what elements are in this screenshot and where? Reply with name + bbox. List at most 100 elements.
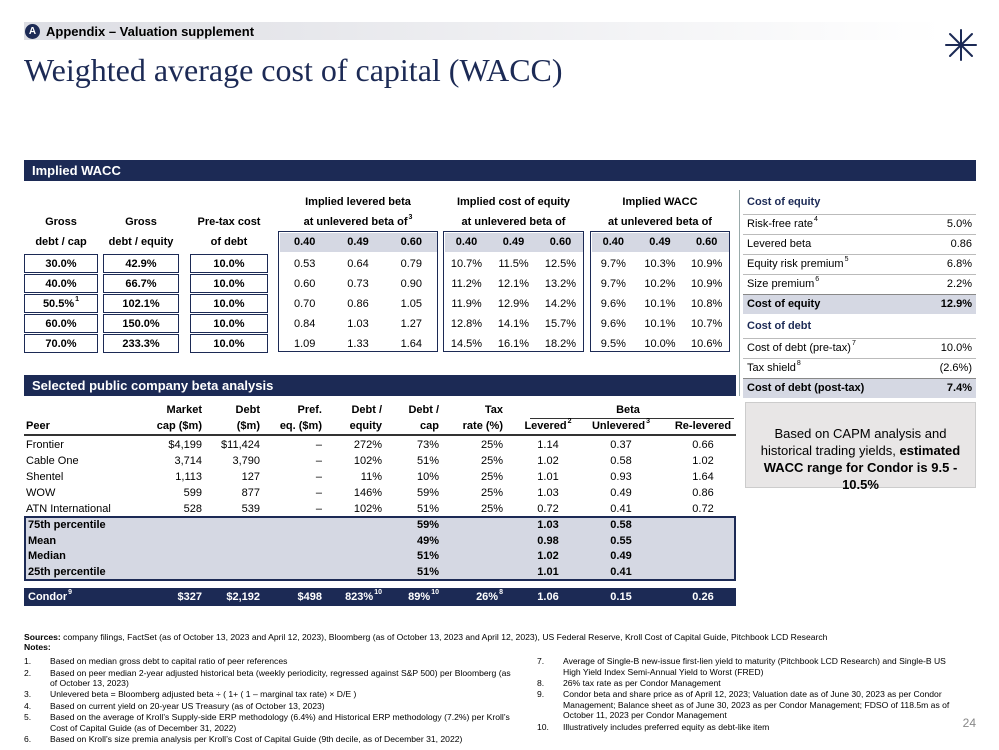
condor-cell: 1.06	[537, 591, 559, 603]
column-header: Peer	[26, 420, 50, 432]
stat-value: 0.41	[610, 565, 632, 578]
note-text: Unlevered beta = Bloomberg adjusted beta…	[50, 689, 357, 699]
note-number: 10.	[537, 721, 549, 732]
row-box	[24, 314, 98, 333]
row-rule	[743, 358, 976, 359]
table-cell: 66.7%	[125, 277, 157, 290]
condor-cell: 89%10	[384, 589, 439, 605]
condor-cell: 823%10	[322, 589, 382, 605]
row-box	[190, 254, 268, 273]
note-text: Based on Kroll’s size premia analysis pe…	[50, 733, 463, 744]
footnote-ref: 7	[851, 340, 856, 347]
column-header: Debt	[235, 404, 260, 416]
note-number: 2.	[24, 667, 32, 678]
beta-header: 0.49	[347, 236, 369, 248]
total-shade	[743, 378, 976, 398]
wacc-bar: Implied WACC	[24, 160, 976, 181]
row-box	[24, 334, 98, 353]
table-cell: 0.49	[610, 487, 632, 499]
column-header: Pre-tax cost	[197, 216, 261, 228]
sources: Sources: company filings, FactSet (as of…	[24, 632, 976, 643]
table-cell: 127	[241, 471, 260, 483]
stat-label: Median	[28, 550, 66, 562]
table-cell: 877	[241, 487, 260, 499]
table-cell: 0.72	[537, 503, 559, 515]
column-header: cap	[420, 420, 439, 432]
table-cell: 1.03	[347, 317, 369, 330]
table-cell: 10.2%	[644, 277, 676, 290]
note-number: 4.	[24, 700, 32, 711]
table-cell: 528	[183, 503, 202, 515]
row-box	[190, 294, 268, 313]
stat-value: 51%	[416, 550, 439, 562]
group-header: at unlevered beta of	[608, 216, 712, 228]
table-cell: 1.02	[692, 455, 714, 467]
stat-label: Mean	[28, 534, 57, 547]
column-header: Levered2	[524, 418, 572, 432]
note-text: Average of Single-B new-issue first-lien…	[563, 656, 946, 677]
footnote-ref: 6	[815, 276, 820, 283]
table-cell: 599	[183, 487, 202, 499]
condor-cell: 0.15	[610, 591, 632, 603]
table-cell: 13.2%	[544, 277, 577, 290]
stat-value: 0.55	[610, 534, 632, 547]
note-number: 9.	[537, 689, 545, 699]
table-cell: 1,113	[175, 471, 202, 483]
note-text: Illustratively includes preferred equity…	[563, 721, 770, 732]
footnote-ref: 3	[408, 214, 413, 221]
footnote-ref: 1	[75, 295, 80, 303]
table-cell: $4,199	[168, 439, 202, 451]
panel-label: Size premium6	[747, 276, 820, 290]
row-box	[24, 274, 98, 293]
panel-divider	[739, 190, 740, 396]
column-header: Gross	[125, 216, 157, 228]
table-cell: 10.0%	[213, 337, 245, 350]
table-cell: 9.7%	[600, 277, 626, 290]
table-cell: 25%	[480, 487, 503, 499]
column-header: rate (%)	[462, 420, 503, 432]
footnote-ref: 4	[814, 216, 818, 223]
header-rule	[24, 434, 736, 436]
group-header: at unlevered beta of	[461, 216, 566, 228]
beta-header: 0.60	[695, 236, 718, 248]
beta-header: 0.60	[400, 236, 423, 248]
note-text: 26% tax rate as per Condor Management	[563, 677, 721, 688]
table-cell: 12.8%	[450, 317, 483, 330]
table-cell: 11%	[360, 471, 382, 483]
table-cell: –	[315, 455, 322, 467]
column-header: Debt /	[351, 404, 382, 416]
table-cell: 1.01	[537, 471, 559, 483]
table-cell: 10.8%	[691, 297, 723, 310]
table-cell: 1.09	[293, 337, 316, 350]
panel-total-value: 7.4%	[946, 382, 972, 394]
table-cell: –	[315, 471, 322, 483]
table-cell: 10.0%	[213, 317, 245, 330]
table-cell: 1.05	[400, 297, 423, 310]
stat-value: 0.98	[537, 534, 559, 547]
table-cell: 25%	[480, 439, 503, 451]
footnote-ref: 5	[844, 256, 849, 263]
group-header: Implied levered beta	[305, 196, 411, 208]
table-cell: 9.6%	[600, 297, 626, 310]
table-cell: 0.37	[610, 439, 632, 451]
note-number: 1.	[24, 656, 32, 666]
group-header: at unlevered beta of3	[303, 214, 413, 228]
table-cell: 10.1%	[644, 317, 676, 330]
table-cell: 10.0%	[213, 277, 245, 290]
table-cell: 59%	[416, 487, 439, 499]
table-cell: 272%	[353, 439, 382, 451]
group-header: Implied WACC	[622, 196, 698, 208]
title: Weighted average cost of capital (WACC)	[24, 52, 563, 88]
row-box	[24, 254, 98, 273]
table-cell: 0.90	[400, 277, 423, 290]
panel-label: Risk-free rate4	[747, 216, 818, 230]
table-cell: 0.58	[610, 455, 632, 467]
table-cell: 1.02	[537, 455, 559, 467]
table-cell-text: 50.5%	[42, 297, 75, 310]
condor-cell: 26%8	[443, 589, 503, 605]
table-cell: 0.60	[293, 277, 316, 290]
table-cell: 12.5%	[544, 257, 577, 270]
column-header: equity	[349, 420, 382, 432]
table-cell: 12.1%	[497, 277, 530, 290]
condor-cell: 0.26	[692, 591, 714, 603]
